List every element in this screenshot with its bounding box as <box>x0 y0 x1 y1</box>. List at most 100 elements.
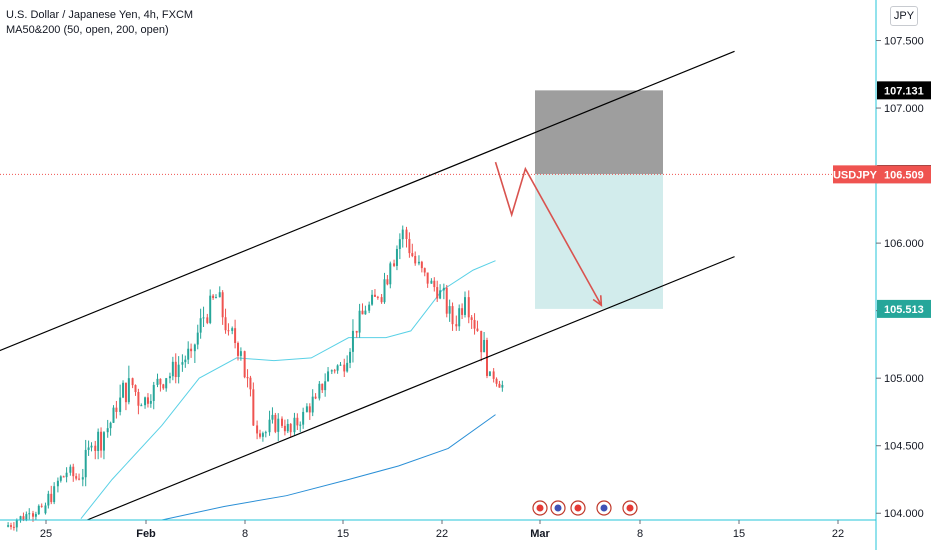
y-tick-label: 107.000 <box>884 103 924 115</box>
candle-down <box>283 425 286 432</box>
candle-up <box>371 294 374 305</box>
price-tag-label: 106.509 <box>884 169 924 181</box>
candle-up <box>152 384 155 401</box>
candle-up <box>264 432 267 434</box>
candle-up <box>44 505 47 514</box>
candle-up <box>389 263 392 285</box>
candle-up <box>215 297 217 299</box>
event-flag-center-icon <box>574 504 582 512</box>
candle-up <box>184 359 187 363</box>
currency-selector[interactable]: JPY <box>890 6 918 26</box>
candle-up <box>7 525 10 527</box>
stop-loss-zone <box>535 90 663 175</box>
y-tick-label: 104.000 <box>884 508 924 520</box>
chart-legend: U.S. Dollar / Japanese Yen, 4h, FXCM MA5… <box>6 8 193 38</box>
candle-up <box>112 407 115 423</box>
candle-up <box>346 362 349 372</box>
candle-up <box>202 317 205 319</box>
candle-up <box>488 371 491 376</box>
candle-down <box>467 297 470 318</box>
candle-up <box>395 248 398 266</box>
candle-down <box>495 378 498 384</box>
candle-up <box>327 371 330 382</box>
candle-down <box>498 383 501 388</box>
event-flag-center-icon <box>626 504 634 512</box>
candle-down <box>174 361 177 378</box>
candle-up <box>398 239 401 249</box>
candle-down <box>162 384 165 389</box>
candle-up <box>187 348 190 360</box>
event-flag-center-icon <box>554 504 562 512</box>
candle-down <box>10 525 12 527</box>
candle-up <box>28 513 31 515</box>
candle-down <box>40 505 43 507</box>
candle-down <box>308 406 311 413</box>
candle-down <box>237 342 239 356</box>
candle-down <box>134 385 137 393</box>
candle-down <box>386 279 389 285</box>
candle-down <box>333 370 336 372</box>
candle-down <box>234 328 237 343</box>
candle-up <box>199 318 202 333</box>
candle-up <box>181 362 184 365</box>
candle-up <box>156 378 159 385</box>
candle-up <box>448 306 451 314</box>
candle-down <box>259 433 261 437</box>
candle-up <box>364 310 367 315</box>
y-tick-label: 106.000 <box>884 238 924 250</box>
x-tick-label: 25 <box>40 528 52 540</box>
candle-down <box>249 377 252 390</box>
x-tick-label: 22 <box>832 528 844 540</box>
candle-down <box>281 418 283 426</box>
price-tag-label: 107.131 <box>884 85 924 97</box>
symbol-badge-label: USDJPY <box>833 169 878 181</box>
candle-up <box>34 514 37 517</box>
candle-down <box>32 513 34 517</box>
candle-down <box>159 378 162 385</box>
candle-up <box>464 297 466 315</box>
channel-upper-line <box>0 50 735 352</box>
candle-up <box>299 424 302 426</box>
candle-down <box>451 306 454 325</box>
candle-down <box>221 292 224 318</box>
target-zone <box>535 174 663 309</box>
candle-down <box>115 407 118 412</box>
candle-down <box>256 425 259 434</box>
candle-down <box>420 261 423 269</box>
candle-up <box>53 486 56 503</box>
price-tag: 105.513 <box>877 299 931 318</box>
price-tag-label: 105.513 <box>884 304 924 316</box>
candle-down <box>470 317 473 320</box>
projection-arrow <box>494 161 603 307</box>
candle-down <box>137 392 140 406</box>
candle-up <box>318 383 321 399</box>
candle-down <box>212 295 215 299</box>
candle-up <box>324 381 327 391</box>
candle-up <box>271 414 274 420</box>
candle-down <box>243 351 246 378</box>
candle-up <box>106 428 109 433</box>
candle-down <box>393 263 396 266</box>
candle-up <box>168 376 171 379</box>
price-tag-bg <box>877 81 931 100</box>
candle-up <box>339 364 342 366</box>
candle-up <box>65 472 68 478</box>
candle-up <box>165 378 168 389</box>
candle-up <box>87 447 90 450</box>
candle-down <box>461 308 464 315</box>
candle-up <box>305 406 308 412</box>
candle-up <box>268 419 271 433</box>
candle-up <box>97 431 100 451</box>
candle-down <box>445 287 448 314</box>
candle-up <box>218 292 221 298</box>
event-markers <box>532 500 638 516</box>
candle-up <box>311 396 314 413</box>
candle-down <box>343 364 346 372</box>
candle-down <box>355 330 358 333</box>
candle-down <box>480 330 483 353</box>
candle-up <box>69 466 72 473</box>
candle-down <box>408 239 411 254</box>
candle-down <box>405 229 408 240</box>
candle-up <box>302 411 305 425</box>
